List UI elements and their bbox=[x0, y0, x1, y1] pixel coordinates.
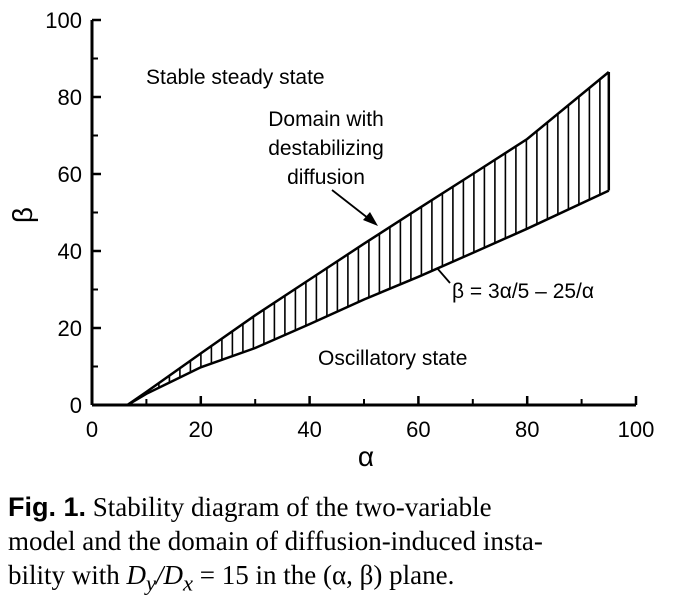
caption-math-dy: Dy/Dx bbox=[126, 560, 194, 596]
y-tick-label-80: 80 bbox=[58, 85, 82, 110]
caption-line-2: model and the domain of diffusion-induce… bbox=[8, 526, 543, 556]
x-axis-title: α bbox=[358, 441, 374, 470]
figure-caption: Fig. 1. Stability diagram of the two-var… bbox=[8, 490, 676, 600]
caption-text-1: Stability diagram of the two-variable bbox=[92, 492, 492, 522]
caption-text-3b: = 15 in the (α, β) plane. bbox=[193, 560, 455, 590]
caption-fig-label: Fig. 1. bbox=[8, 492, 87, 522]
caption-line-3: bility with Dy/Dx = 15 in the (α, β) pla… bbox=[8, 558, 676, 600]
x-tick-label-80: 80 bbox=[515, 417, 539, 442]
stability-chart: 0 20 40 60 80 100 0 20 40 60 80 100 α β Stable ste… bbox=[7, 8, 654, 470]
series-lower-boundary bbox=[126, 189, 610, 407]
annotation-domain-line3: diffusion bbox=[287, 166, 365, 189]
y-ticks: 0 20 40 60 80 100 bbox=[45, 8, 101, 418]
series-upper-boundary bbox=[126, 71, 610, 407]
y-tick-label-40: 40 bbox=[58, 239, 82, 264]
annotation-curve: β = 3α/5 – 25/α bbox=[452, 280, 594, 303]
y-tick-label-20: 20 bbox=[58, 316, 82, 341]
annotation-domain-line1: Domain with bbox=[268, 108, 384, 131]
caption-line-1: Fig. 1. Stability diagram of the two-var… bbox=[8, 490, 676, 524]
annotation-oscillatory: Oscillatory state bbox=[318, 347, 467, 370]
y-tick-label-0: 0 bbox=[70, 393, 82, 418]
annotation-curve-leader bbox=[436, 267, 451, 284]
x-tick-label-100: 100 bbox=[618, 417, 655, 442]
y-tick-label-60: 60 bbox=[58, 162, 82, 187]
annotation-stable: Stable steady state bbox=[146, 66, 325, 89]
caption-text-3a: bility with bbox=[8, 560, 127, 590]
chart-svg: 0 20 40 60 80 100 0 20 40 60 80 100 α β Stable ste… bbox=[7, 8, 654, 470]
x-ticks: 0 20 40 60 80 100 bbox=[86, 396, 654, 442]
x-tick-label-40: 40 bbox=[297, 417, 321, 442]
y-tick-label-100: 100 bbox=[45, 8, 82, 33]
x-tick-label-60: 60 bbox=[406, 417, 430, 442]
annotation-domain-arrowhead bbox=[363, 212, 378, 226]
y-axis-title: β bbox=[7, 207, 38, 223]
annotation-domain-line2: destabilizing bbox=[268, 137, 384, 160]
x-tick-label-20: 20 bbox=[189, 417, 213, 442]
x-tick-label-0: 0 bbox=[86, 417, 98, 442]
